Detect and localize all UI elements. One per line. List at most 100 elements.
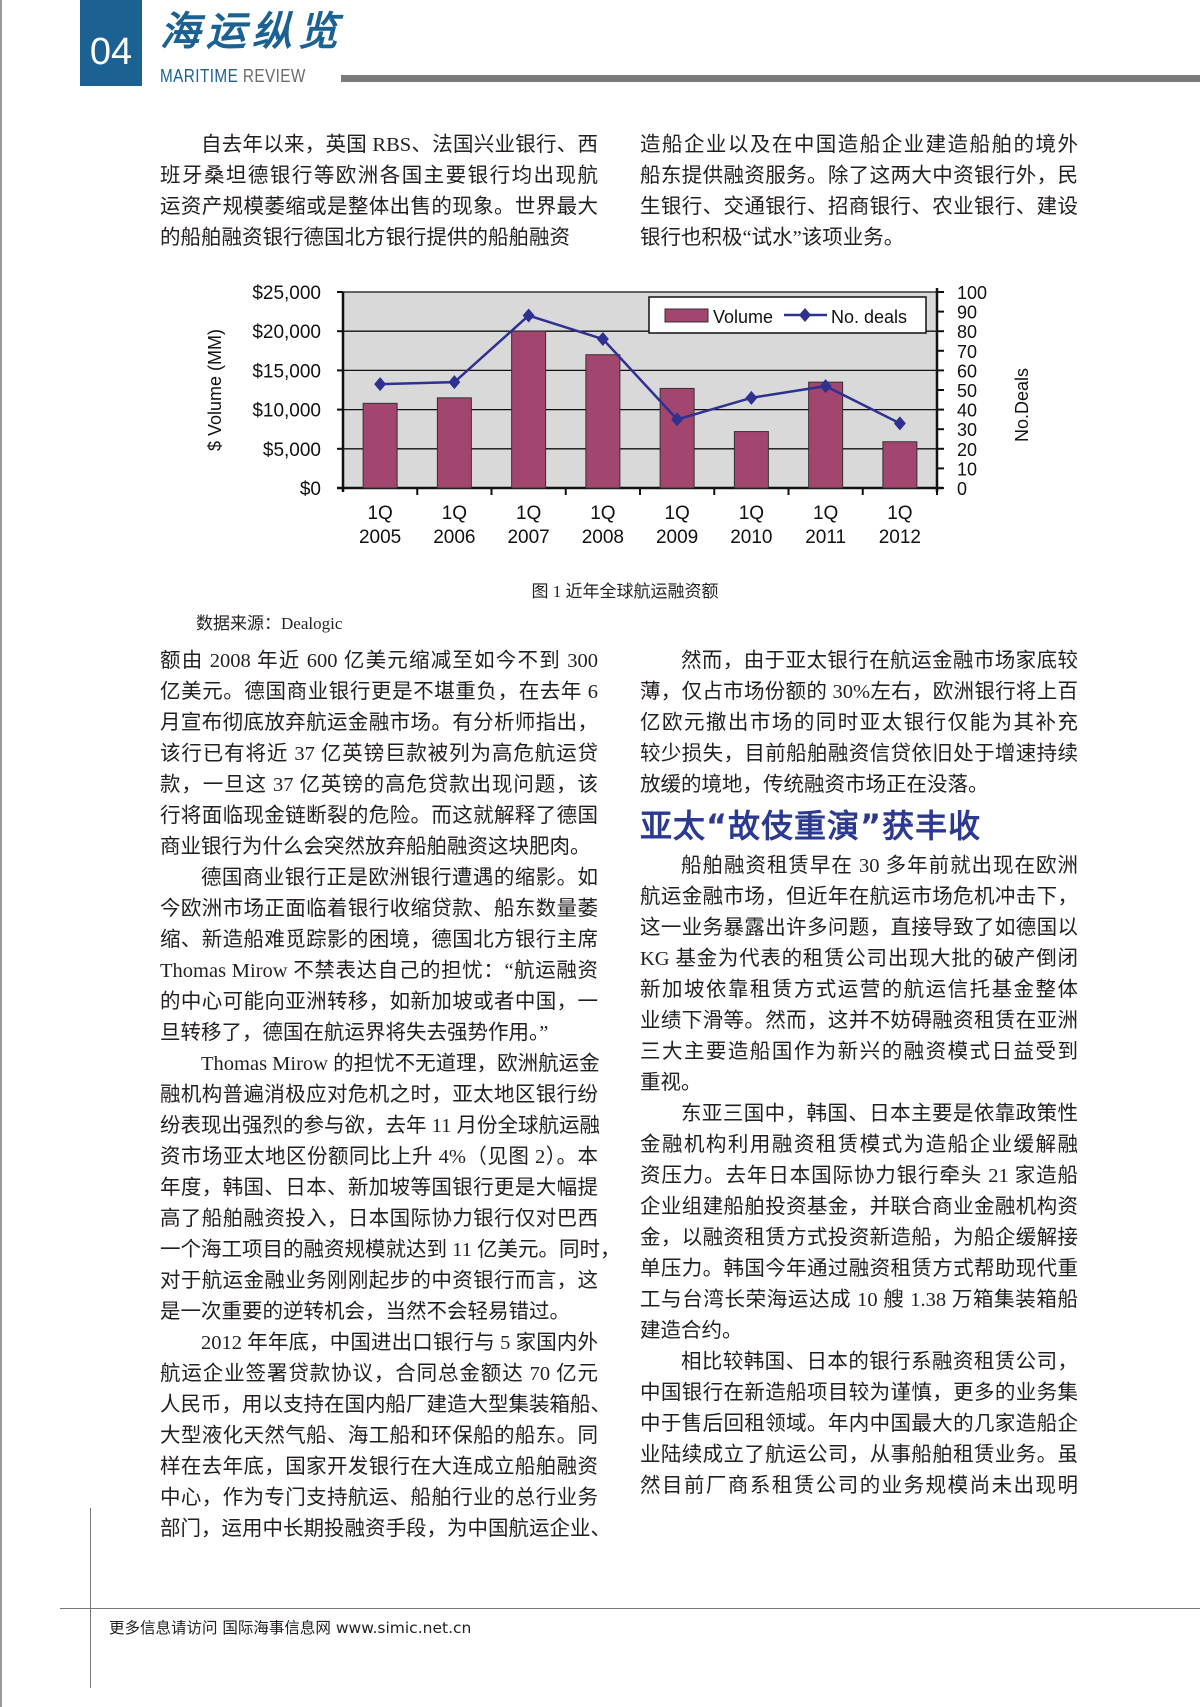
y-axis-title: $ Volume (MM)	[205, 329, 225, 451]
text-line: 航运金融市场，但近年在航运市场危机冲击下，	[640, 886, 1078, 908]
text-line: 银行也积极“试水”该项业务。	[640, 227, 905, 249]
x-tick-label-year: 2007	[507, 527, 549, 548]
text-line: 船舶融资租赁早在 30 多年前就出现在欧洲	[681, 855, 1078, 877]
figure-caption: 图 1 近年全球航运融资额	[531, 582, 719, 601]
text-line: 行将面临现金链断裂的危险。而这就解释了德国	[160, 805, 598, 827]
magazine-subtitle: MARITIME REVIEW	[160, 66, 306, 86]
y-tick-label: $0	[300, 479, 321, 500]
bottom-left-column: 额由 2008 年近 600 亿美元缩减至如今不到 300 亿美元。德国商业银行更…	[160, 646, 621, 1545]
text-line: 相比较韩国、日本的银行系融资租赁公司，	[681, 1351, 1078, 1373]
figure-source: 数据来源：Dealogic	[196, 614, 343, 633]
text-line: 的中心可能向亚洲转移，如新加坡或者中国，一	[160, 991, 598, 1013]
legend-label-volume: Volume	[713, 307, 773, 327]
paragraph: 自去年以来，英国 RBS、法国兴业银行、西 班牙桑坦德银行等欧洲各国主要银行均出现…	[160, 130, 598, 254]
text-line: 亿欧元撤出市场的同时亚太银行仅能为其补充	[640, 712, 1078, 734]
text-line: 金融机构利用融资租赁模式为造船企业缓解融	[640, 1134, 1078, 1156]
bar-volume	[808, 381, 844, 489]
text-line: 中于售后回租领域。年内中国最大的几家造船企	[640, 1413, 1078, 1435]
y-right-tick-label: 40	[957, 401, 977, 421]
deals-marker	[522, 308, 535, 323]
text-line: 年度，韩国、日本、新加坡等国银行更是大幅提	[160, 1177, 598, 1199]
legend-marker-deals	[799, 308, 811, 322]
text-line: 然而，由于亚太银行在航运金融市场家底较	[681, 650, 1078, 672]
x-tick-label-year: 2008	[582, 527, 624, 548]
text-line: 新加坡依靠租赁方式运营的航运信托基金整体	[640, 979, 1078, 1001]
paragraph: 2012 年年底，中国进出口银行与 5 家国内外 航运企业签署贷款协议，合同总金额…	[160, 1328, 611, 1545]
line-no-deals	[380, 314, 901, 425]
deals-marker	[893, 416, 906, 431]
text-line: 的船舶融资银行德国北方银行提供的船舶融资	[160, 227, 570, 249]
bar-volume	[511, 330, 547, 489]
section-heading: 亚太“故伎重演”获丰收	[640, 807, 982, 845]
y-right-tick-label: 10	[957, 459, 977, 479]
x-tick-label-year: 2011	[805, 527, 846, 548]
text-line: 部门，运用中长期投融资手段，为中国航运企业、	[160, 1518, 611, 1540]
y-right-tick-label: 20	[957, 440, 977, 460]
text-line: 人民币，用以支持在国内船厂建造大型集装箱船、	[160, 1394, 611, 1416]
x-tick-label-quarter: 1Q	[367, 503, 392, 524]
bar-volume	[733, 431, 769, 489]
text-line: 是一次重要的逆转机会，当然不会轻易错过。	[160, 1301, 570, 1323]
y-right-tick-label: 50	[957, 381, 977, 401]
bar-volume	[585, 354, 621, 489]
text-line: 建造合约。	[640, 1320, 743, 1342]
text-line: 这一业务暴露出许多问题，直接导致了如德国以	[640, 917, 1078, 939]
text-line: 融机构普遍消极应对危机之时，亚太地区银行纷	[160, 1084, 598, 1106]
text-line: 业陆续成立了航运公司，从事船舶租赁业务。虽	[640, 1444, 1078, 1466]
deals-marker	[448, 375, 461, 390]
text-line: KG 基金为代表的租赁公司出现大批的破产倒闭	[640, 948, 1078, 970]
deals-marker	[671, 412, 684, 427]
bar-volume	[436, 397, 472, 489]
text-line: 2012 年年底，中国进出口银行与 5 家国内外	[201, 1332, 598, 1354]
x-tick-label-quarter: 1Q	[516, 503, 541, 524]
paragraph: Thomas Mirow 的担忧不无道理，欧洲航运金融机构普遍消极应对危机之时，…	[160, 1049, 621, 1328]
y-tick-label: $10,000	[252, 401, 321, 422]
y-right-axis-title: No.Deals	[1012, 368, 1032, 442]
deals-marker	[374, 377, 387, 392]
text-line: 东亚三国中，韩国、日本主要是依靠政策性	[681, 1103, 1078, 1125]
y-right-tick-label: 60	[957, 361, 977, 381]
paragraph: 东亚三国中，韩国、日本主要是依靠政策性 金融机构利用融资租赁模式为造船企业缓解融资…	[640, 1099, 1078, 1347]
text-line: 商业银行为什么会突然放弃船舶融资这块肥肉。	[160, 836, 591, 858]
x-tick-label-year: 2010	[730, 527, 772, 548]
top-right-column: 造船企业以及在中国造船企业建造船舶的境外 船东提供融资服务。除了这两大中资银行外，…	[640, 130, 1078, 254]
deals-marker	[819, 379, 832, 394]
paragraph: 额由 2008 年近 600 亿美元缩减至如今不到 300 亿美元。德国商业银行更…	[160, 646, 598, 863]
shipping-finance-chart: $0$5,000$10,000$15,000$20,000$25,0000102…	[205, 283, 1032, 548]
text-line: 业绩下滑等。然而，这并不妨碍融资租赁在亚洲	[640, 1010, 1078, 1032]
x-tick-label-year: 2009	[656, 527, 698, 548]
paragraph: 德国商业银行正是欧洲银行遭遇的缩影。如 今欧洲市场正面临着银行收缩贷款、船东数量萎…	[160, 863, 598, 1049]
y-tick-label: $5,000	[263, 440, 321, 461]
y-right-tick-label: 30	[957, 420, 977, 440]
text-line: 薄，仅占市场份额的 30%左右，欧洲银行将上百	[640, 681, 1078, 703]
text-line: Thomas Mirow 的担忧不无道理，欧洲航运金	[201, 1053, 600, 1075]
page-number: 04	[80, 0, 142, 86]
text-line: 今欧洲市场正面临着银行收缩贷款、船东数量萎	[160, 898, 598, 920]
paragraph: 船舶融资租赁早在 30 多年前就出现在欧洲航运金融市场，但近年在航运市场危机冲击…	[640, 851, 1078, 1099]
text-line: 旦转移了，德国在航运界将失去强势作用。”	[160, 1022, 549, 1044]
text-line: 企业组建船舶投资基金，并联合商业金融机构资	[640, 1196, 1078, 1218]
text-line: 生银行、交通银行、招商银行、农业银行、建设	[640, 196, 1078, 218]
text-line: 大型液化天然气船、海工船和环保船的船东。同	[160, 1425, 598, 1447]
subtitle-review: REVIEW	[242, 66, 306, 86]
text-line: 重视。	[640, 1072, 702, 1094]
x-tick-label-year: 2006	[433, 527, 475, 548]
y-right-tick-label: 90	[957, 303, 977, 323]
text-line: 样在去年底，国家开发银行在大连成立船舶融资	[160, 1456, 598, 1478]
text-line: 中国银行在新造船项目较为谨慎，更多的业务集	[640, 1382, 1078, 1404]
y-right-tick-label: 100	[957, 283, 987, 303]
page-border	[0, 0, 2, 1707]
y-tick-label: $25,000	[252, 283, 321, 304]
text-line: 较少损失，目前船舶融资信贷依旧处于增速持续	[640, 743, 1078, 765]
text-line: 运资产规模萎缩或是整体出售的现象。世界最大	[160, 196, 598, 218]
text-line: 班牙桑坦德银行等欧洲各国主要银行均出现航	[160, 165, 598, 187]
deals-marker	[745, 390, 758, 405]
x-tick-label-quarter: 1Q	[739, 503, 764, 524]
magazine-title: 海运纵览	[160, 8, 344, 55]
text-line: 然目前厂商系租赁公司的业务规模尚未出现明	[640, 1475, 1078, 1497]
x-tick-label-year: 2005	[359, 527, 401, 548]
text-line: 工与台湾长荣海运达成 10 艘 1.38 万箱集装箱船	[640, 1289, 1078, 1311]
x-tick-label-quarter: 1Q	[590, 503, 615, 524]
text-line: 三大主要造船国作为新兴的融资模式日益受到	[640, 1041, 1078, 1063]
text-line: 高了船舶融资投入，日本国际协力银行仅对巴西	[160, 1208, 598, 1230]
